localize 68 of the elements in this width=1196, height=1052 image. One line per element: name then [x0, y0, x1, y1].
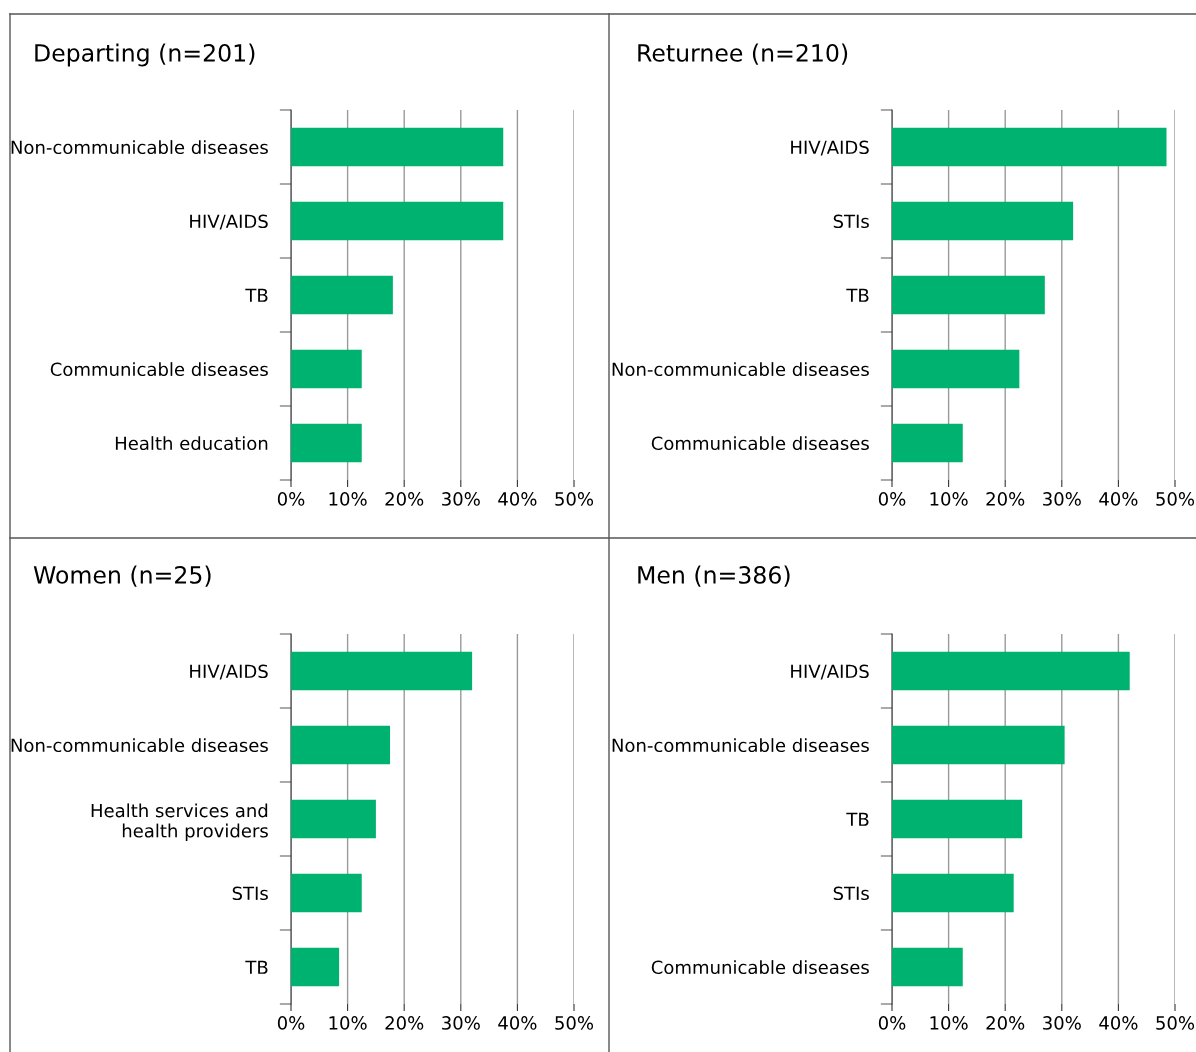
- y-tick-label: HIV/AIDS: [791, 140, 869, 156]
- y-tick-label: STIs: [833, 214, 869, 229]
- y-tick-label: Non-communicable diseases: [612, 738, 869, 753]
- x-tick-label: 40%: [1099, 492, 1138, 506]
- bar: [892, 127, 1167, 167]
- chart-title: Women (n=25): [33, 565, 211, 587]
- y-tick-label: STIs: [833, 886, 869, 901]
- y-tick-label: Communicable diseases: [651, 436, 869, 451]
- y-tick-label: Health services and health providers: [91, 803, 268, 842]
- bar: [892, 725, 1065, 765]
- chart-title: Men (n=386): [638, 565, 790, 587]
- bar: [892, 423, 963, 463]
- x-tick-label: 40%: [1099, 1016, 1138, 1030]
- y-tick-label: Health education: [115, 436, 268, 451]
- y-tick-label: Communicable diseases: [50, 362, 268, 377]
- x-tick-label: 10%: [329, 492, 367, 506]
- bar: [291, 423, 362, 463]
- x-tick-label: 10%: [930, 1016, 968, 1030]
- y-tick-label: Non-communicable diseases: [612, 362, 869, 377]
- bar: [892, 275, 1045, 315]
- chart-title: Returnee (n=210): [638, 43, 848, 65]
- y-tick-label: HIV/AIDS: [791, 664, 869, 680]
- x-tick-label: 20%: [986, 492, 1025, 506]
- x-tick-label: 30%: [442, 1016, 480, 1030]
- bar: [291, 127, 504, 167]
- y-tick-label: Communicable diseases: [651, 960, 869, 975]
- x-tick-label: 40%: [498, 1016, 537, 1030]
- x-tick-label: 10%: [329, 1016, 367, 1030]
- bar: [892, 873, 1014, 913]
- x-tick-label: 0%: [277, 492, 305, 506]
- y-tick-label: TB: [846, 812, 869, 826]
- y-tick-label: Non-communicable diseases: [11, 140, 268, 155]
- bar: [892, 349, 1020, 389]
- y-tick-label: TB: [245, 288, 268, 302]
- chart-title: Departing (n=201): [35, 43, 255, 67]
- x-tick-label: 10%: [930, 492, 968, 506]
- x-tick-label: 50%: [555, 1016, 594, 1030]
- bar: [291, 799, 376, 839]
- y-tick-label: TB: [846, 288, 869, 302]
- bar: [892, 799, 1023, 839]
- y-tick-label: STIs: [232, 886, 268, 901]
- x-tick-label: 0%: [878, 1016, 906, 1030]
- x-tick-label: 20%: [986, 1016, 1025, 1030]
- x-tick-label: 30%: [442, 492, 480, 506]
- x-tick-label: 50%: [555, 492, 594, 506]
- bar: [892, 201, 1074, 241]
- bar: [291, 201, 504, 241]
- bar: [291, 349, 362, 389]
- bar: [291, 725, 391, 765]
- x-tick-label: 0%: [878, 492, 906, 506]
- x-tick-label: 30%: [1043, 492, 1081, 506]
- y-tick-label: TB: [245, 960, 268, 974]
- x-tick-label: 20%: [385, 1016, 424, 1030]
- y-tick-label: HIV/AIDS: [190, 664, 268, 680]
- x-tick-label: 40%: [498, 492, 537, 506]
- x-tick-label: 50%: [1156, 1016, 1195, 1030]
- bar: [291, 651, 473, 691]
- y-tick-label: HIV/AIDS: [190, 214, 268, 230]
- bar: [291, 275, 393, 315]
- bar: [291, 947, 340, 987]
- y-tick-label: Non-communicable diseases: [11, 738, 268, 753]
- x-tick-label: 0%: [277, 1016, 305, 1030]
- bar: [892, 947, 963, 987]
- x-tick-label: 30%: [1043, 1016, 1081, 1030]
- bar: [892, 651, 1130, 691]
- x-tick-label: 50%: [1156, 492, 1195, 506]
- bar: [291, 873, 362, 913]
- x-tick-label: 20%: [385, 492, 424, 506]
